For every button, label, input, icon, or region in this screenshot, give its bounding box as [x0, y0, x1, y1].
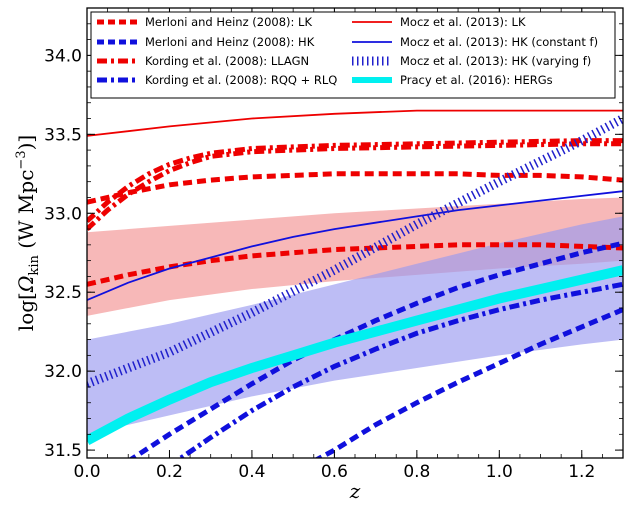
x-axis-label: z	[349, 479, 361, 503]
series-line-4	[87, 141, 623, 231]
series-line-5	[87, 138, 623, 224]
legend-label: Mocz et al. (2013): HK (constant f)	[400, 35, 598, 49]
series-line-7	[87, 109, 623, 137]
series-line-6	[176, 281, 623, 458]
series-line-8	[87, 190, 623, 301]
axis-ticks: 0.0 0.2 0.4 0.6 0.8 1.0 1.2 31.5 32.0 32.5 33.0 33.…	[44, 8, 624, 482]
x-tick-label: 0.8	[403, 462, 430, 482]
x-tick-label: 0.4	[238, 462, 265, 482]
y-tick-label: 34.0	[44, 46, 82, 66]
x-tick-label: 0.6	[321, 462, 348, 482]
y-tick-label: 32.5	[44, 283, 82, 303]
series-line-2	[128, 240, 623, 458]
series-line-1	[87, 171, 623, 205]
series-line-3	[314, 307, 623, 458]
band-0	[87, 197, 623, 316]
y-axis-label: log[Ωkin (W Mpc−3)]	[14, 135, 42, 331]
legend-box	[90, 11, 616, 99]
series-lines	[87, 109, 623, 458]
y-tick-label: 31.5	[44, 441, 82, 461]
x-tick-label: 1.2	[568, 462, 595, 482]
legend-label: Merloni and Heinz (2008): LK	[145, 15, 312, 29]
x-tick-label: 1.0	[486, 462, 513, 482]
legend-label: Mocz et al. (2013): LK	[400, 15, 526, 29]
series-line-10	[87, 265, 623, 446]
x-tick-label: 0.2	[156, 462, 183, 482]
legend: Merloni and Heinz (2008): LK Merloni and …	[90, 11, 616, 99]
legend-label: Pracy et al. (2016): HERGs	[400, 73, 553, 87]
x-tick-label: 0.0	[73, 462, 100, 482]
y-tick-label: 32.0	[44, 362, 82, 382]
legend-label: Merloni and Heinz (2008): HK	[145, 35, 315, 49]
legend-label: Kording et al. (2008): LLAGN	[145, 54, 309, 68]
y-tick-label: 33.5	[44, 125, 82, 145]
legend-label: Kording et al. (2008): RQQ + RLQ	[145, 73, 337, 87]
legend-label: Mocz et al. (2013): HK (varying f)	[400, 54, 591, 68]
y-tick-label: 33.0	[44, 204, 82, 224]
